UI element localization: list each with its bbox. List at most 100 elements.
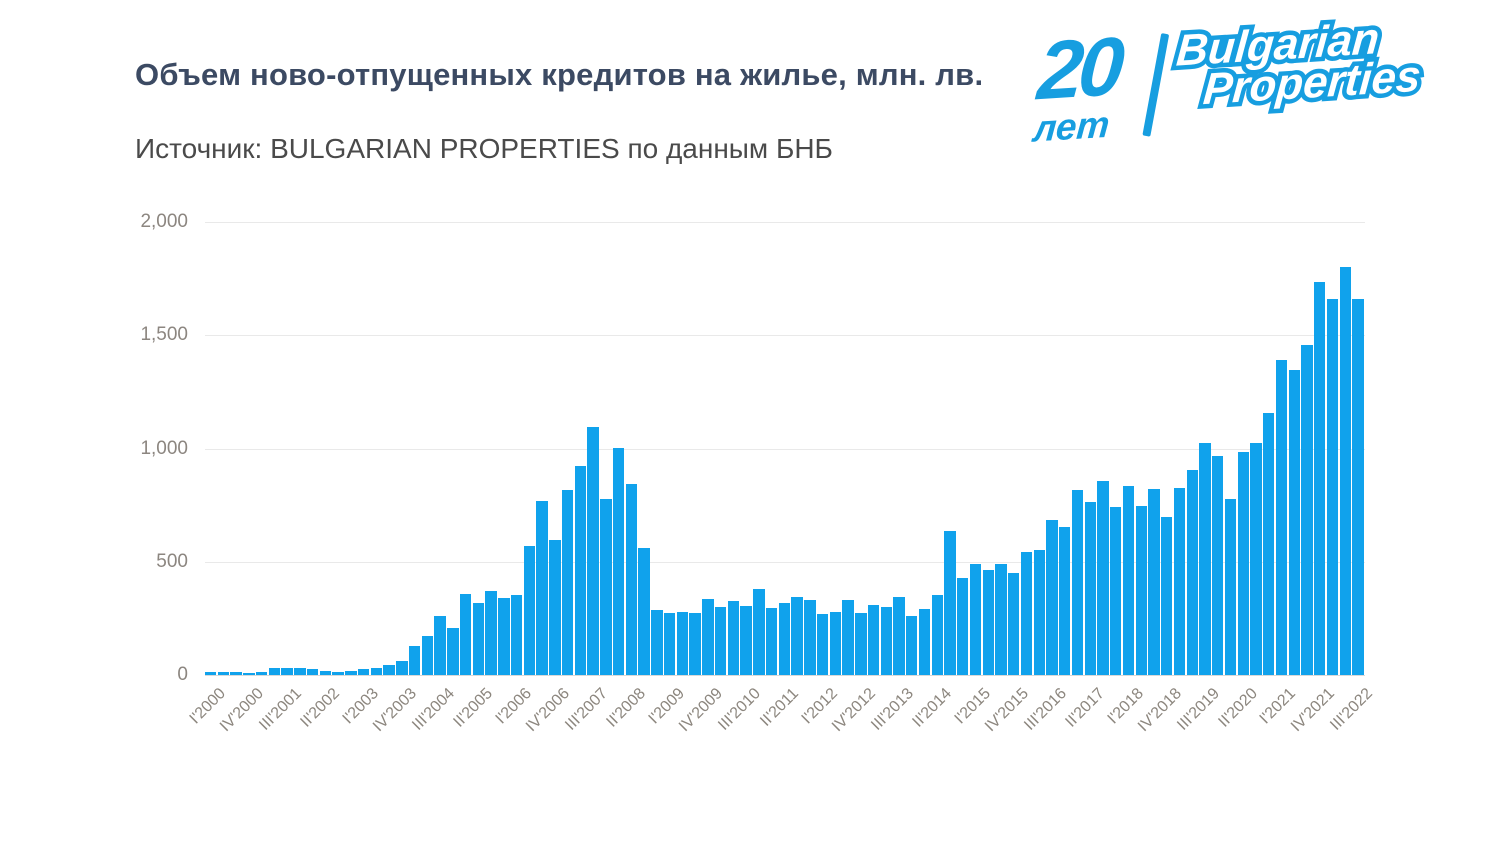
bar-III'2002 xyxy=(332,672,344,675)
bar-II'2016 xyxy=(1033,550,1045,675)
chart-source: Источник: BULGARIAN PROPERTIES по данным… xyxy=(135,133,833,164)
bar-IV'2009 xyxy=(702,599,714,675)
y-axis-label-0: 0 xyxy=(177,664,188,685)
gridline-2000 xyxy=(205,222,1365,223)
bar-II'2022 xyxy=(1339,267,1351,675)
bar-III'2001 xyxy=(281,668,293,675)
x-axis-label-III'2004: III'2004 xyxy=(409,685,459,734)
x-axis-label-II'2008: II'2008 xyxy=(603,685,650,731)
bar-III'2020 xyxy=(1250,442,1262,675)
bar-II'2005 xyxy=(472,603,485,675)
y-axis-label-2000: 2,000 xyxy=(140,211,188,232)
bar-II'2018 xyxy=(1135,506,1147,675)
gridline-500 xyxy=(205,561,1365,563)
bar-IV'2000 xyxy=(243,672,255,675)
bar-I'2004 xyxy=(408,645,421,675)
bar-I'2022 xyxy=(1326,299,1339,675)
logo-years-word: лет xyxy=(1031,103,1112,150)
bar-II'2006 xyxy=(523,546,536,675)
bar-I'2014 xyxy=(918,609,931,675)
bar-III'2015 xyxy=(995,564,1007,675)
bar-I'2005 xyxy=(459,593,472,675)
bar-IV'2011 xyxy=(804,600,816,675)
bar-III'2005 xyxy=(485,591,497,675)
bar-III'2000 xyxy=(230,671,242,675)
bar-II'2009 xyxy=(676,612,689,675)
bar-I'2011 xyxy=(765,608,778,675)
bar-III'2014 xyxy=(944,531,956,675)
bar-II'2001 xyxy=(268,668,281,675)
bar-IV'2004 xyxy=(447,628,459,675)
bar-II'2008 xyxy=(625,483,638,675)
bar-IV'2003 xyxy=(396,660,408,675)
bar-II'2011 xyxy=(778,602,791,675)
bar-IV'2018 xyxy=(1161,516,1173,675)
bar-III'2013 xyxy=(893,596,905,675)
bar-I'2003 xyxy=(357,669,370,675)
bar-II'2012 xyxy=(829,611,841,675)
bar-I'2019 xyxy=(1173,488,1186,675)
bar-I'2009 xyxy=(663,613,676,675)
bar-IV'2006 xyxy=(549,539,561,675)
bar-I'2010 xyxy=(714,607,727,675)
bar-I'2000 xyxy=(205,672,217,675)
bar-I'2012 xyxy=(816,614,829,675)
x-axis-label-II'2020: II'2020 xyxy=(1215,685,1262,731)
bar-II'2003 xyxy=(370,668,383,675)
bar-II'2017 xyxy=(1084,501,1096,675)
bar-IV'2013 xyxy=(906,616,918,675)
bar-IV'2019 xyxy=(1212,456,1224,675)
bar-I'2008 xyxy=(612,447,625,675)
bar-II'2004 xyxy=(421,636,434,675)
bar-IV'2012 xyxy=(855,613,867,675)
bar-I'2020 xyxy=(1224,499,1237,675)
x-axis-label-II'2017: II'2017 xyxy=(1062,685,1109,731)
logo-number-20: 20 xyxy=(1034,20,1123,118)
gridline-1000 xyxy=(205,448,1365,450)
logo-brand-bottom: Properties xyxy=(1197,48,1427,120)
bar-I'2007 xyxy=(561,489,574,675)
x-axis-label-II'2002: II'2002 xyxy=(297,685,344,731)
bar-III'2022 xyxy=(1352,299,1364,675)
bulgarian-properties-logo: 20 лет Bulgarian Properties xyxy=(1031,10,1440,158)
bar-II'2010 xyxy=(727,600,740,675)
bar-III'2012 xyxy=(842,600,854,675)
bar-II'2021 xyxy=(1288,370,1300,675)
bar-IV'2017 xyxy=(1110,506,1122,675)
bar-IV'2021 xyxy=(1314,282,1326,675)
page-title: Объем ново-отпущенных кредитов на жилье,… xyxy=(135,57,984,92)
bar-III'2007 xyxy=(587,427,599,675)
bar-I'2013 xyxy=(867,604,880,675)
bar-III'2016 xyxy=(1046,519,1058,675)
bar-IV'2020 xyxy=(1263,413,1275,675)
bar-II'2020 xyxy=(1237,451,1249,675)
y-axis-label-500: 500 xyxy=(156,550,188,572)
bar-III'2017 xyxy=(1097,481,1109,675)
bar-IV'2008 xyxy=(651,610,663,675)
x-axis-label-III'2007: III'2007 xyxy=(562,685,612,734)
x-axis-label-II'2014: II'2014 xyxy=(909,685,956,731)
bar-III'2010 xyxy=(740,605,752,675)
y-axis-label-1000: 1,000 xyxy=(140,437,188,459)
bar-I'2002 xyxy=(306,669,319,675)
bar-IV'2005 xyxy=(498,598,510,675)
bar-II'2015 xyxy=(982,569,994,675)
gridline-0 xyxy=(205,675,1365,676)
bar-III'2008 xyxy=(638,548,650,675)
bar-I'2016 xyxy=(1020,551,1033,675)
bar-II'2019 xyxy=(1186,470,1198,675)
bar-II'2002 xyxy=(319,670,332,675)
bar-IV'2002 xyxy=(345,670,357,675)
bar-IV'2016 xyxy=(1059,526,1071,675)
y-axis-label-1500: 1,500 xyxy=(140,324,188,346)
bar-IV'2001 xyxy=(294,668,306,675)
bar-II'2000 xyxy=(217,672,230,675)
bar-II'2007 xyxy=(574,465,587,675)
bar-III'2019 xyxy=(1199,442,1211,675)
bar-III'2011 xyxy=(791,596,803,675)
x-axis-label-II'2005: II'2005 xyxy=(450,685,497,731)
bar-II'2014 xyxy=(931,594,943,675)
bar-III'2004 xyxy=(434,615,446,675)
bar-IV'2015 xyxy=(1008,573,1020,675)
bar-II'2013 xyxy=(880,607,892,675)
